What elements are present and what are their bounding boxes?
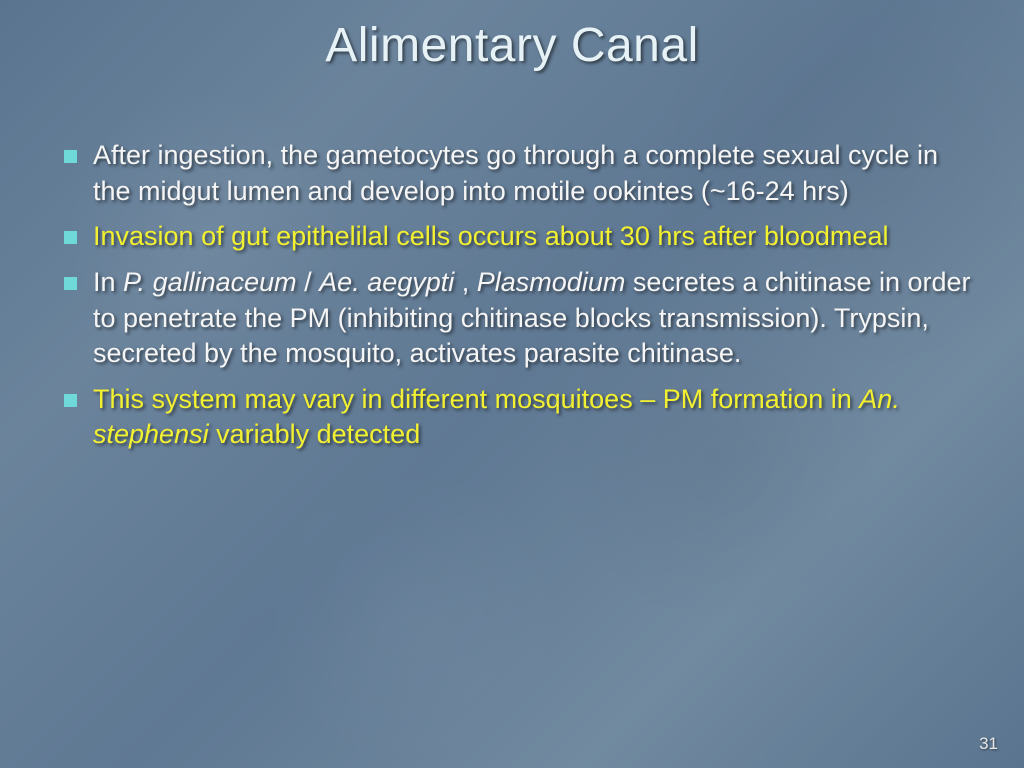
bullet-text: In P. gallinaceum / Ae. aegypti , Plasmo…: [93, 265, 972, 372]
bullet-square-icon: [64, 277, 77, 290]
bullet-item: After ingestion, the gametocytes go thro…: [62, 138, 972, 209]
text-segment: Plasmodium: [477, 267, 626, 297]
bullet-text: This system may vary in different mosqui…: [93, 382, 972, 453]
slide-title: Alimentary Canal: [0, 18, 1024, 73]
text-segment: After ingestion, the gametocytes go thro…: [93, 140, 938, 206]
text-segment: This system may vary in different mosqui…: [93, 384, 859, 414]
bullet-square-icon: [64, 231, 77, 244]
bullet-item: This system may vary in different mosqui…: [62, 382, 972, 453]
slide: Alimentary Canal After ingestion, the ga…: [0, 0, 1024, 768]
bullet-text: Invasion of gut epithelilal cells occurs…: [93, 219, 972, 255]
text-segment: Invasion of gut epithelilal cells occurs…: [93, 221, 888, 251]
bullet-square-icon: [64, 394, 77, 407]
text-segment: Ae. aegypti: [319, 267, 454, 297]
bullet-text: After ingestion, the gametocytes go thro…: [93, 138, 972, 209]
text-segment: variably detected: [209, 419, 421, 449]
bullet-item: In P. gallinaceum / Ae. aegypti , Plasmo…: [62, 265, 972, 372]
bullet-square-icon: [64, 150, 77, 163]
text-segment: In: [93, 267, 123, 297]
text-segment: /: [297, 267, 320, 297]
slide-body: After ingestion, the gametocytes go thro…: [62, 138, 972, 463]
bullet-item: Invasion of gut epithelilal cells occurs…: [62, 219, 972, 255]
text-segment: ,: [454, 267, 477, 297]
text-segment: P. gallinaceum: [123, 267, 297, 297]
slide-number: 31: [979, 734, 998, 754]
